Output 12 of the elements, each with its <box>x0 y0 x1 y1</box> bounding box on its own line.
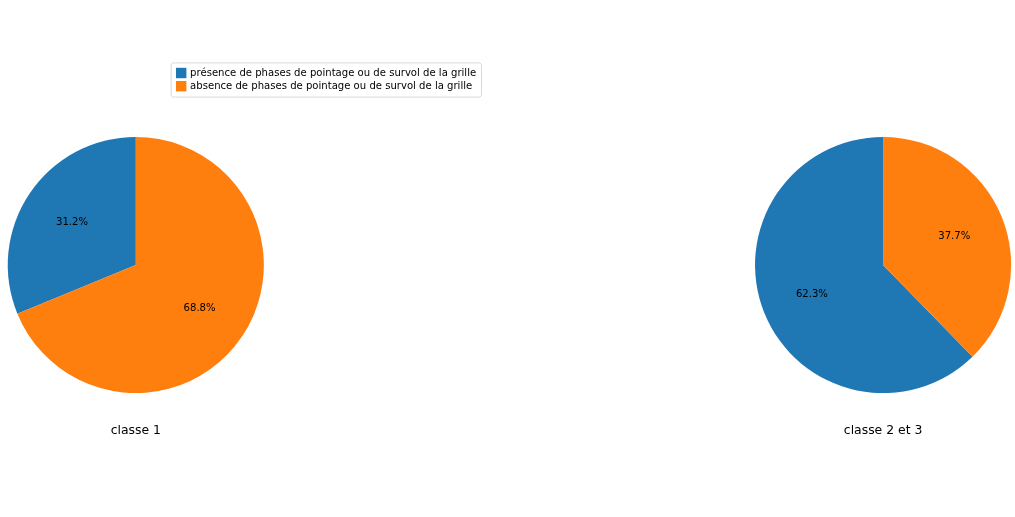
data-label: 31.2% <box>55 216 89 228</box>
text: classe 1 <box>110 422 161 438</box>
text: classe 2 et 3 <box>843 422 923 438</box>
data-label: 68.8% <box>183 301 217 313</box>
data-label: 37.7% <box>938 230 971 242</box>
legend-label: présence de phases de pointage ou de survol de la grille <box>190 67 477 79</box>
data-label: 62.3% <box>795 288 829 300</box>
legend-label: absence de phases de pointage ou de survol de la grille <box>190 80 473 92</box>
pie-slice <box>883 137 1011 357</box>
pie-slice <box>17 137 264 394</box>
pie-slice <box>7 137 136 314</box>
pie-slice <box>755 137 973 394</box>
